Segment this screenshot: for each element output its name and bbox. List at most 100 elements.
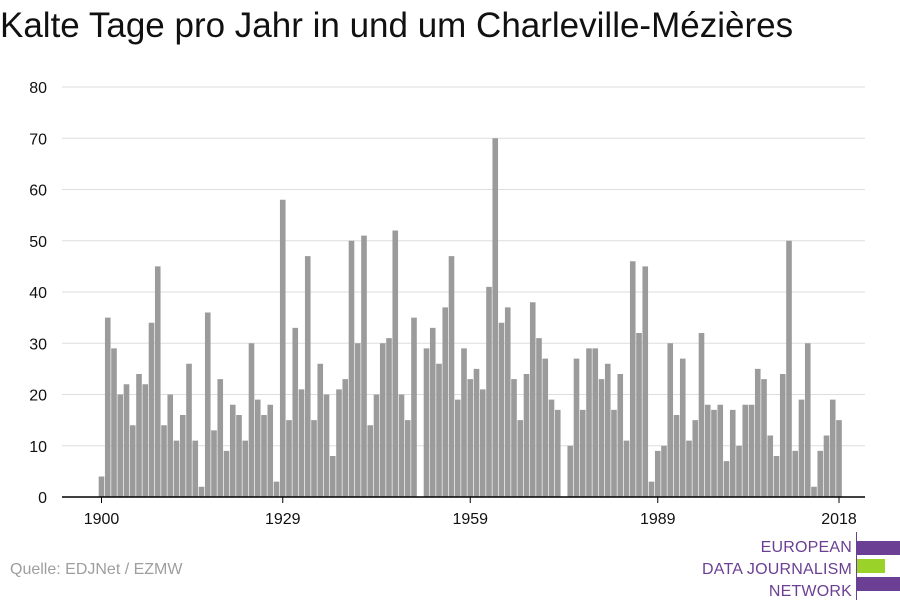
- bar: [648, 481, 655, 497]
- bar: [454, 399, 461, 497]
- bar: [692, 420, 699, 497]
- bar: [411, 317, 417, 497]
- bar: [604, 363, 611, 497]
- y-tick-label: 40: [29, 285, 47, 302]
- bar: [467, 379, 474, 497]
- bar: [442, 307, 449, 497]
- y-tick-label: 70: [29, 131, 47, 148]
- bar: [511, 379, 517, 497]
- bar: [798, 399, 805, 497]
- bar: [342, 379, 349, 497]
- y-tick-label: 10: [29, 439, 47, 456]
- bar: [392, 230, 399, 497]
- bar: [767, 435, 774, 497]
- bar: [279, 199, 286, 497]
- bar: [286, 420, 292, 497]
- bar: [173, 440, 180, 497]
- bar: [829, 399, 836, 497]
- bar: [167, 394, 174, 497]
- bar: [386, 338, 392, 497]
- bar: [104, 317, 111, 497]
- bar: [536, 338, 542, 497]
- bar: [686, 440, 692, 497]
- bar: [111, 348, 117, 497]
- bar: [598, 379, 605, 497]
- bar: [211, 430, 217, 497]
- bar: [261, 415, 267, 497]
- logo-bar-purple-bottom: [857, 577, 900, 591]
- bar: [354, 343, 361, 497]
- bar: [317, 363, 324, 497]
- bar: [817, 450, 824, 497]
- bar: [811, 486, 817, 497]
- bar: [448, 256, 455, 497]
- bar: [198, 486, 205, 497]
- bar: [398, 394, 405, 497]
- bar: [636, 333, 642, 497]
- bar: [748, 404, 755, 497]
- bar: [698, 333, 705, 497]
- bar: [248, 343, 255, 497]
- bar: [373, 394, 380, 497]
- bar: [661, 445, 667, 497]
- bar: [148, 322, 155, 497]
- bar: [117, 394, 124, 497]
- logo-line-network: NETWORK: [768, 583, 852, 600]
- bar: [754, 368, 761, 497]
- bar: [223, 450, 230, 497]
- edjnet-logo[interactable]: EUROPEAN DATA JOURNALISM NETWORK: [700, 532, 900, 600]
- bar: [423, 348, 430, 497]
- bar: [436, 363, 442, 497]
- bar: [217, 379, 224, 497]
- bar: [623, 440, 630, 497]
- bar: [498, 322, 505, 497]
- bar: [517, 420, 524, 497]
- bar: [154, 266, 161, 497]
- bar: [823, 435, 830, 497]
- bar: [254, 399, 261, 497]
- chart-title: Kalte Tage pro Jahr in und um Charlevill…: [0, 6, 794, 45]
- bar: [236, 415, 242, 497]
- bar: [773, 456, 780, 497]
- bar: [567, 445, 574, 497]
- bar: [736, 445, 742, 497]
- bar: [161, 425, 167, 497]
- bar: [179, 415, 186, 497]
- bar: [573, 358, 580, 497]
- bar: [336, 389, 342, 497]
- x-tick-label: 1929: [265, 511, 301, 528]
- x-tick-label: 2018: [821, 511, 857, 528]
- bar: [204, 312, 211, 497]
- bar: [717, 404, 724, 497]
- bar: [548, 399, 555, 497]
- logo-line-data-journalism: DATA JOURNALISM: [702, 561, 852, 578]
- bar: [617, 374, 624, 497]
- y-tick-label: 30: [29, 336, 47, 353]
- bar: [679, 358, 686, 497]
- bar: [836, 420, 842, 497]
- bar: [542, 358, 549, 497]
- logo-bar-green: [857, 559, 885, 573]
- bar: [311, 420, 317, 497]
- bar: [348, 240, 355, 497]
- bar: [367, 425, 374, 497]
- bar: [298, 389, 305, 497]
- bar: [792, 450, 799, 497]
- y-tick-label: 60: [29, 183, 47, 200]
- bar: [779, 374, 786, 497]
- bar: [292, 327, 299, 497]
- bar: [629, 261, 636, 497]
- source-note: Quelle: EDJNet / EZMW: [10, 561, 183, 578]
- bar: [673, 415, 680, 497]
- logo-divider: [856, 532, 857, 600]
- bar: [667, 343, 674, 497]
- bar: [361, 235, 367, 497]
- bar: [404, 420, 411, 497]
- bar: [642, 266, 649, 497]
- logo-line-european: EUROPEAN: [760, 539, 852, 556]
- bar: [786, 240, 792, 497]
- bar: [129, 425, 136, 497]
- bar: [186, 363, 192, 497]
- bar: [729, 409, 736, 497]
- x-tick-label: 1989: [640, 511, 676, 528]
